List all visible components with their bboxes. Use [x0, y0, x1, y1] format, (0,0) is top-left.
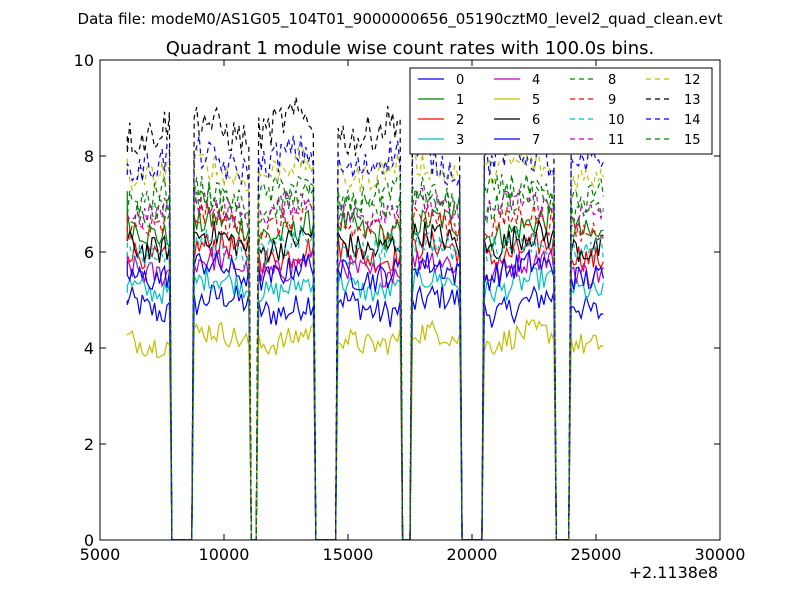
series-line-4	[126, 246, 604, 540]
chart-title: Quadrant 1 module wise count rates with …	[166, 38, 655, 59]
chart-suptitle: Data file: modeM0/AS1G05_104T01_90000006…	[78, 10, 723, 29]
legend-label: 12	[684, 73, 701, 88]
y-tick-label: 10	[74, 51, 94, 70]
legend-label: 3	[456, 133, 464, 148]
x-tick-label: 5000	[80, 545, 121, 564]
y-tick-label: 8	[84, 147, 94, 166]
legend-label: 4	[532, 73, 540, 88]
legend-label: 11	[608, 133, 625, 148]
y-tick-label: 2	[84, 435, 94, 454]
series-line-11	[126, 187, 604, 540]
legend-label: 9	[608, 93, 616, 108]
legend-label: 14	[684, 113, 701, 128]
legend-label: 8	[608, 73, 616, 88]
x-tick-label: 15000	[323, 545, 374, 564]
x-offset-label: +2.1138e8	[629, 563, 718, 582]
legend-label: 15	[684, 133, 701, 148]
series-line-12	[126, 145, 604, 540]
y-tick-label: 0	[84, 531, 94, 550]
plot-frame	[99, 59, 721, 541]
x-tick-label: 30000	[695, 545, 746, 564]
series-line-14	[126, 135, 604, 540]
y-tick-label: 6	[84, 243, 94, 262]
legend-label: 2	[456, 113, 464, 128]
series-line-9	[126, 199, 604, 540]
legend-label: 6	[532, 113, 540, 128]
legend-box	[409, 67, 713, 155]
series-layer	[126, 96, 604, 540]
series-line-0	[126, 283, 604, 540]
legend-label: 7	[532, 133, 540, 148]
series-line-3	[126, 267, 604, 540]
x-tick-label: 10000	[199, 545, 250, 564]
y-tick-label: 4	[84, 339, 94, 358]
x-tick-label: 25000	[571, 545, 622, 564]
legend-label: 5	[532, 93, 540, 108]
legend-label: 1	[456, 93, 464, 108]
series-line-6	[126, 218, 604, 540]
series-line-10	[126, 226, 604, 540]
legend-label: 10	[608, 113, 625, 128]
legend-label: 0	[456, 73, 464, 88]
x-tick-label: 20000	[447, 545, 498, 564]
series-line-5	[126, 318, 604, 540]
series-line-7	[126, 249, 604, 540]
series-line-13	[126, 96, 604, 540]
legend-label: 13	[684, 93, 701, 108]
